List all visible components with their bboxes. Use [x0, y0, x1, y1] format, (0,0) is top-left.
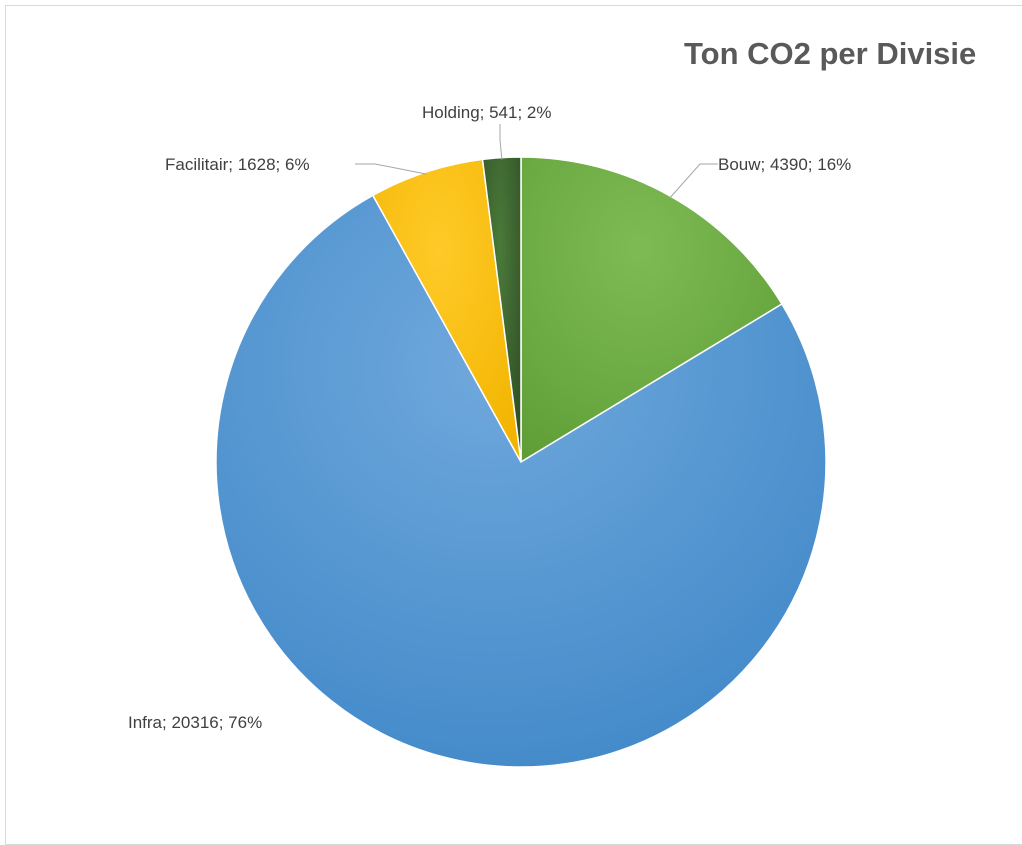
chart-title: Ton CO2 per Divisie: [684, 36, 977, 71]
leader-line-bouw: [669, 163, 718, 199]
data-label-bouw: Bouw; 4390; 16%: [718, 155, 851, 174]
data-label-holding: Holding; 541; 2%: [422, 103, 551, 122]
pie-slice-infra: [215, 194, 827, 768]
leader-line-facilitair: [355, 163, 427, 175]
leader-line-holding: [499, 124, 503, 160]
data-label-facilitair: Facilitair; 1628; 6%: [165, 155, 310, 174]
data-label-infra: Infra; 20316; 76%: [128, 713, 262, 732]
